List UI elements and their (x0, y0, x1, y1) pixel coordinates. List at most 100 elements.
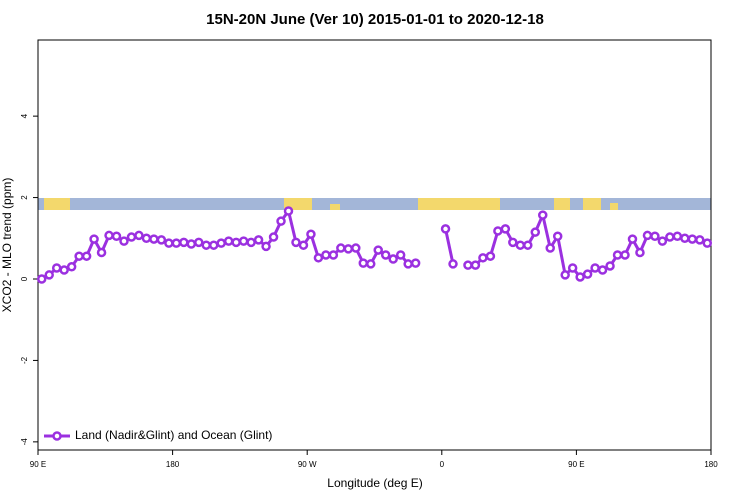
x-tick-label: 180 (166, 460, 180, 469)
data-point (500, 224, 511, 234)
y-tick-label: -4 (20, 438, 29, 446)
data-point (156, 235, 167, 245)
data-point (657, 236, 668, 246)
data-point (261, 241, 271, 252)
x-tick-label: 180 (704, 460, 718, 469)
data-point (298, 240, 309, 250)
data-point (380, 250, 391, 260)
x-tick-label: 90 W (298, 460, 317, 469)
x-tick-label: 90 E (30, 460, 46, 469)
data-point (395, 250, 406, 260)
data-point (321, 250, 331, 260)
data-point (687, 234, 698, 244)
data-point (268, 232, 279, 242)
data-point (276, 216, 286, 226)
data-point (253, 235, 264, 245)
data-point (627, 234, 638, 244)
data-point (119, 236, 129, 246)
data-point (141, 233, 152, 244)
data-point (485, 251, 496, 261)
data-point (635, 247, 645, 258)
data-point (351, 243, 361, 253)
data-point (590, 263, 600, 273)
data-point (291, 237, 301, 248)
data-point (538, 210, 548, 220)
data-point (515, 240, 526, 250)
data-point (463, 260, 473, 270)
data-point (104, 230, 114, 241)
data-point (51, 263, 62, 273)
data-point (328, 250, 339, 260)
data-point (523, 240, 533, 250)
x-tick-label: 90 E (568, 460, 584, 469)
data-point (313, 253, 324, 263)
chart-title: 15N-20N June (Ver 10) 2015-01-01 to 2020… (206, 11, 544, 28)
data-point (343, 244, 354, 254)
data-point (149, 234, 159, 244)
legend-marker (52, 431, 62, 441)
data-point (223, 236, 234, 246)
data-point (96, 247, 107, 258)
y-tick-label: -2 (20, 356, 29, 364)
data-point (597, 265, 608, 275)
data-point (665, 232, 675, 242)
map-strip (38, 198, 711, 210)
data-point (111, 231, 122, 241)
data-point (680, 233, 690, 244)
y-axis-label: XCO2 - MLO trend (ppm) (0, 178, 14, 313)
data-point (179, 237, 189, 248)
data-point (545, 243, 555, 253)
data-point (575, 272, 585, 282)
data-point (410, 258, 421, 268)
data-point (470, 260, 481, 270)
data-point (650, 231, 660, 241)
data-point (59, 265, 69, 275)
data-point (246, 237, 256, 248)
data-point (208, 240, 219, 250)
data-point (194, 237, 204, 248)
data-point (373, 245, 383, 255)
data-point (478, 253, 488, 263)
data-point (44, 270, 54, 280)
data-point (702, 238, 713, 248)
data-point (283, 206, 294, 216)
data-point (126, 232, 137, 242)
data-point (448, 259, 458, 269)
data-point (74, 251, 84, 261)
data-point (216, 238, 226, 248)
data-point (612, 250, 623, 260)
data-point (620, 250, 630, 260)
data-point (66, 262, 77, 272)
data-point (493, 226, 503, 236)
data-point (201, 240, 211, 250)
data-point (306, 229, 316, 239)
data-point (89, 234, 99, 244)
data-point (440, 224, 451, 234)
data-point (231, 237, 241, 248)
data-point (388, 254, 398, 264)
legend-label: Land (Nadir&Glint) and Ocean (Glint) (75, 428, 272, 442)
data-point (36, 274, 47, 284)
y-tick-label: 4 (20, 113, 29, 118)
plot-frame (37, 39, 712, 451)
y-tick-label: 0 (20, 276, 29, 281)
data-point (358, 258, 369, 268)
data-point (164, 238, 174, 248)
data-point (81, 251, 92, 261)
data-point (508, 237, 518, 248)
data-point (560, 270, 570, 280)
data-point (582, 269, 593, 279)
data-point (403, 259, 413, 269)
x-axis-label: Longitude (deg E) (327, 476, 422, 490)
data-point (134, 230, 144, 241)
data-point (695, 235, 705, 245)
data-point (336, 243, 346, 253)
y-tick-label: 2 (20, 195, 29, 200)
data-point (672, 231, 683, 241)
data-point (238, 236, 249, 246)
data-point (642, 230, 653, 241)
data-point (530, 227, 541, 237)
data-point (186, 239, 197, 249)
